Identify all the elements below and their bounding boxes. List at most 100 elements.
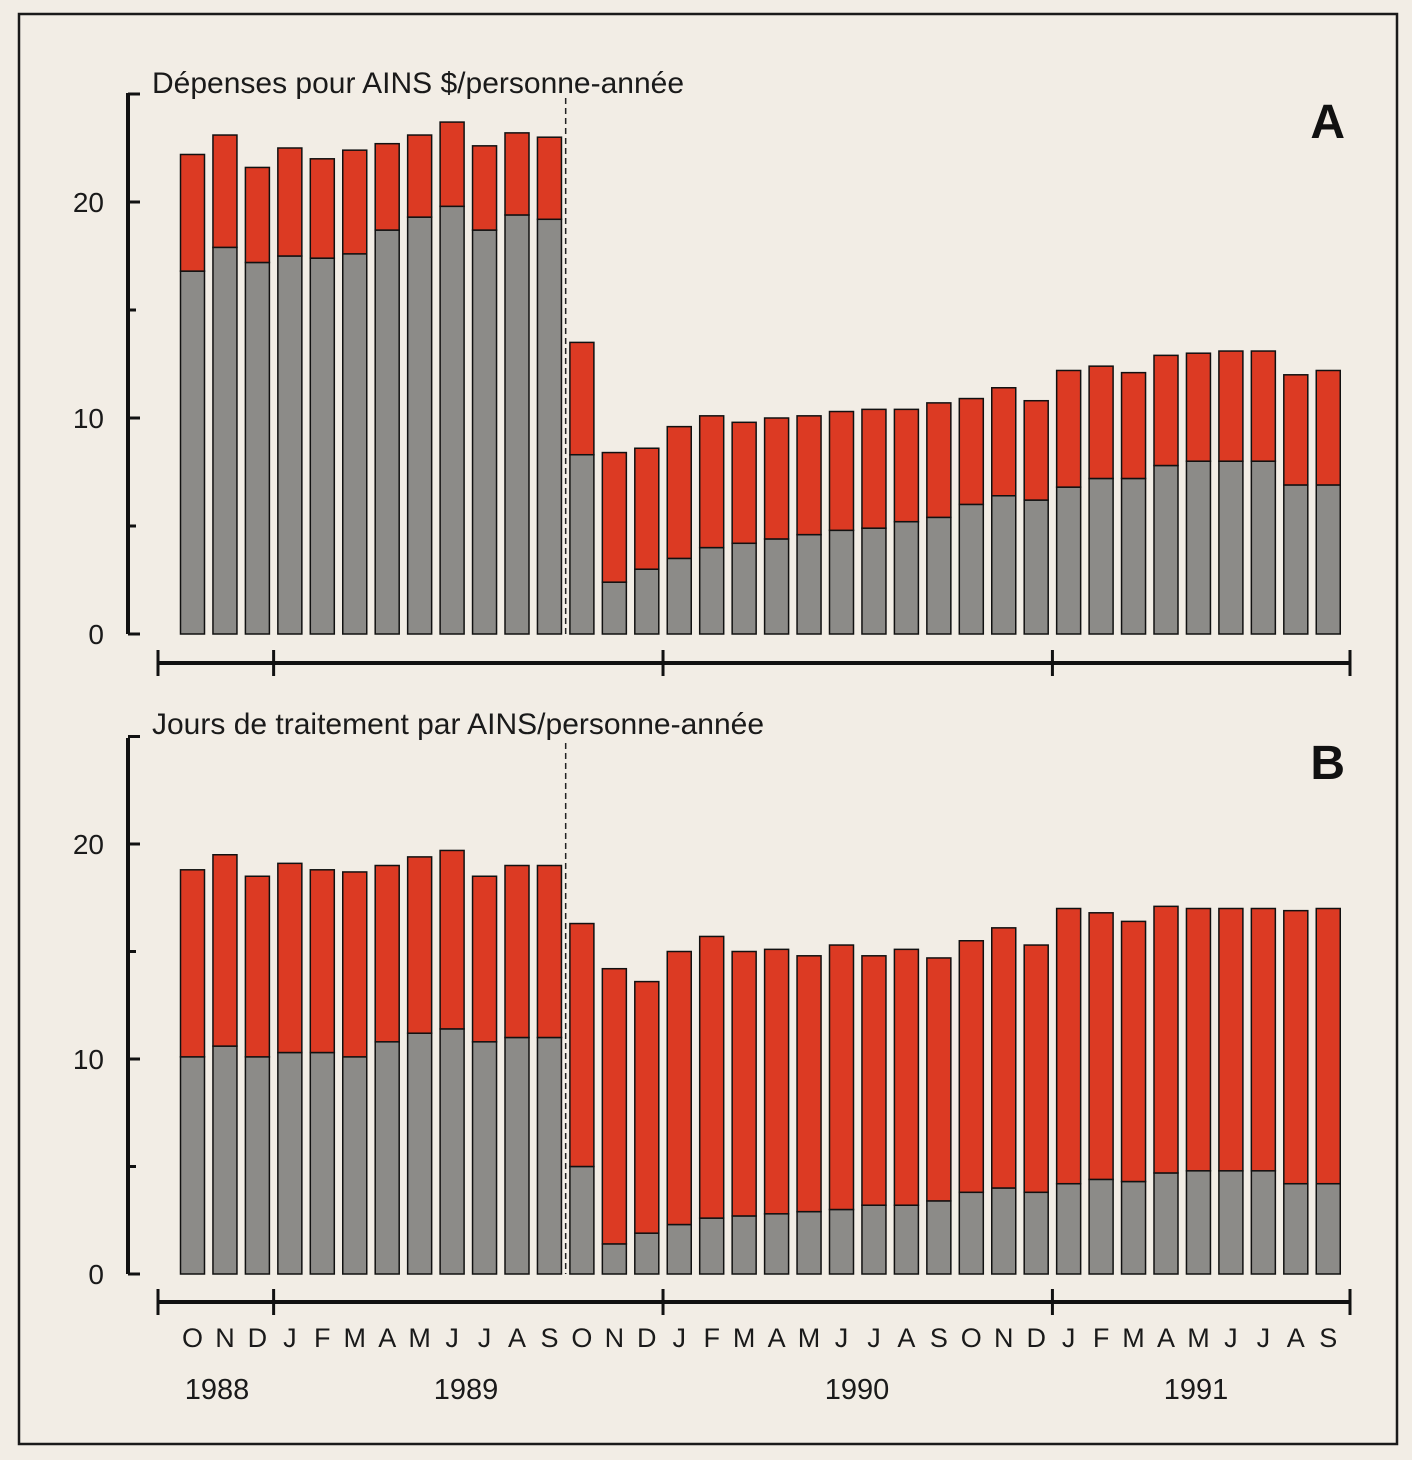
bar-segment-gray <box>698 1217 725 1275</box>
bar-segment-red <box>893 408 920 523</box>
month-label: F <box>1093 1323 1110 1353</box>
bar-segment-red <box>471 875 498 1043</box>
y-tick-label: 20 <box>73 829 104 860</box>
bar-segment-red <box>277 862 303 1054</box>
month-label: D <box>1026 1323 1046 1353</box>
bar-segment-red <box>244 166 271 264</box>
bar-segment-gray <box>1218 460 1244 635</box>
bar-segment-gray <box>1055 486 1082 635</box>
bar-segment-red <box>1023 944 1049 1194</box>
bar-segment-red <box>342 871 368 1058</box>
bar-segment-gray <box>958 503 985 635</box>
bar-segment-gray <box>1185 1170 1212 1275</box>
bar-segment-red <box>763 948 790 1215</box>
bar-segment-gray <box>828 1208 855 1275</box>
month-label: N <box>605 1323 625 1353</box>
month-label: M <box>733 1323 756 1353</box>
month-label: O <box>961 1323 982 1353</box>
bar-segment-gray <box>342 253 368 635</box>
bar-segment-gray <box>1120 1180 1147 1275</box>
y-tick-label: 20 <box>73 187 104 218</box>
bar-segment-red <box>342 149 368 255</box>
bar-segment-red <box>179 869 206 1058</box>
bar-segment-red <box>763 417 790 540</box>
bar-segment-red <box>1023 399 1049 501</box>
bar-segment-red <box>439 121 465 208</box>
bar-segment-gray <box>601 1243 628 1275</box>
bar-segment-red <box>958 397 985 506</box>
bar-segment-gray <box>731 542 757 635</box>
bar-segment-red <box>1283 909 1309 1185</box>
bar-segment-red <box>893 948 920 1206</box>
bar-segment-gray <box>536 218 563 635</box>
month-label: N <box>215 1323 235 1353</box>
month-label: A <box>1157 1323 1175 1353</box>
bar-segment-red <box>1315 907 1341 1185</box>
bar-segment-red <box>406 134 433 218</box>
bar-segment-gray <box>1088 1178 1114 1275</box>
bar-segment-red <box>698 415 725 549</box>
bar-segment-gray <box>991 495 1017 635</box>
bar-segment-red <box>1185 907 1212 1172</box>
bar-segment-red <box>1088 912 1114 1181</box>
month-label: S <box>930 1323 948 1353</box>
bar-segment-gray <box>1250 1170 1277 1275</box>
bar-segment-gray <box>861 1204 887 1275</box>
bar-segment-red <box>1283 374 1309 486</box>
bar-segment-red <box>374 864 400 1043</box>
year-label: 1990 <box>825 1374 890 1406</box>
bar-segment-gray <box>504 1036 530 1275</box>
month-label: J <box>867 1323 881 1353</box>
month-label: D <box>248 1323 268 1353</box>
bar-segment-red <box>536 864 563 1039</box>
month-label: A <box>1287 1323 1305 1353</box>
bar-segment-red <box>471 145 498 231</box>
bar-segment-gray <box>1185 460 1212 635</box>
bar-segment-red <box>309 158 336 259</box>
panel-b-bars <box>179 849 1341 1275</box>
month-label: S <box>1319 1323 1337 1353</box>
year-label: 1989 <box>434 1374 499 1406</box>
bar-segment-gray <box>179 1056 206 1275</box>
month-label: F <box>314 1323 331 1353</box>
bar-segment-red <box>1185 352 1212 462</box>
month-label: O <box>571 1323 592 1353</box>
bar-segment-red <box>828 944 855 1211</box>
month-label: A <box>897 1323 915 1353</box>
bar-segment-gray <box>666 1223 692 1275</box>
bar-segment-red <box>796 415 822 536</box>
bar-segment-gray <box>796 1210 822 1275</box>
month-label: D <box>637 1323 657 1353</box>
bar-segment-red <box>1055 907 1082 1185</box>
month-label: J <box>478 1323 492 1353</box>
bar-segment-gray <box>439 205 465 635</box>
month-label: J <box>445 1323 459 1353</box>
bar-segment-red <box>179 153 206 272</box>
bar-segment-gray <box>1218 1170 1244 1275</box>
month-label: J <box>1224 1323 1238 1353</box>
x-year-labels: 1988 1989 1990 1991 <box>185 1374 1229 1406</box>
bar-segment-gray <box>1315 484 1341 635</box>
bar-segment-gray <box>926 1200 952 1275</box>
bar-segment-gray <box>1283 1182 1309 1275</box>
panel-a-bars <box>179 121 1341 635</box>
bar-segment-red <box>634 980 660 1234</box>
bar-segment-gray <box>991 1187 1017 1275</box>
bar-segment-gray <box>277 1051 303 1275</box>
y-tick-label: 10 <box>73 403 104 434</box>
bar-segment-gray <box>861 527 887 635</box>
figure-frame <box>17 12 1399 1446</box>
bar-segment-red <box>1250 907 1277 1172</box>
bar-segment-gray <box>1283 484 1309 635</box>
bar-segment-red <box>926 957 952 1202</box>
bar-segment-gray <box>634 568 660 635</box>
bar-segment-red <box>244 875 271 1058</box>
bar-segment-red <box>698 935 725 1219</box>
bar-segment-gray <box>763 1213 790 1275</box>
month-label: J <box>1062 1323 1076 1353</box>
bar-segment-gray <box>698 546 725 635</box>
month-label: M <box>1187 1323 1210 1353</box>
bar-segment-red <box>1218 907 1244 1172</box>
panel-a-title: Dépenses pour AINS $/personne-année <box>152 67 684 100</box>
